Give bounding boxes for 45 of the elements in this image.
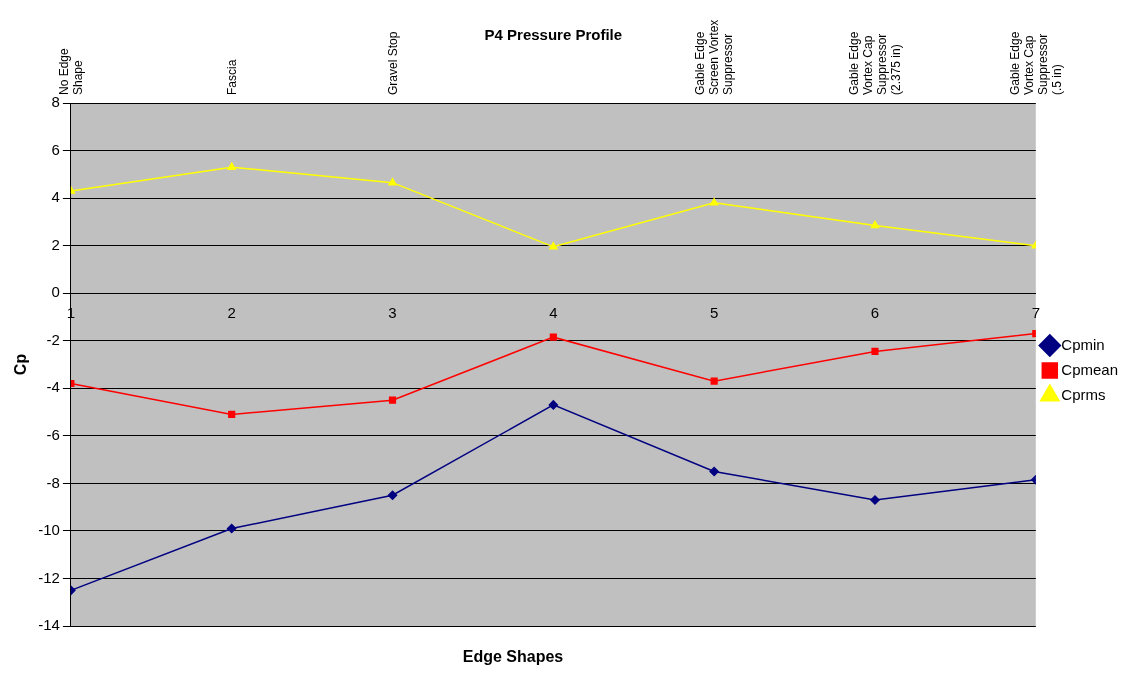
y-tick-label: 6	[51, 140, 60, 158]
y-tick-label: -2	[46, 330, 60, 348]
y-tick-label: 4	[51, 188, 60, 206]
point	[228, 410, 236, 418]
point	[709, 466, 719, 477]
y-tick-label: -10	[38, 521, 60, 539]
point	[871, 347, 879, 355]
x-axis-title: Edge Shapes	[461, 648, 565, 666]
x-tick-label: 3	[388, 304, 397, 322]
x-tick-label: 6	[870, 304, 880, 322]
x-tick-label: 7	[1031, 304, 1040, 322]
text: No Edge Shape	[56, 47, 85, 95]
text: Gable Edge Vortex Cap Suppressor (.5 in)	[1007, 31, 1064, 95]
point	[709, 198, 719, 206]
legend-label: Cpmin	[1061, 335, 1105, 353]
x-tick-label: 2	[227, 304, 236, 322]
y-tick-label: -8	[46, 473, 60, 491]
point	[870, 220, 880, 229]
y-tick-label: -14	[38, 616, 60, 634]
point	[388, 396, 397, 404]
y-tick-label: -4	[46, 378, 60, 396]
point	[549, 242, 558, 250]
point	[387, 490, 398, 500]
point	[549, 333, 557, 341]
point	[710, 377, 718, 385]
y-tick-label: -6	[46, 425, 60, 443]
y-tick-label: 2	[51, 235, 60, 253]
text: Gable Edge Screen Vortex Suppressor	[693, 19, 736, 95]
legend-label: Cprms	[1061, 385, 1106, 403]
point	[227, 162, 236, 170]
x-tick-label: 4	[549, 304, 558, 322]
y-tick-label: -12	[38, 568, 60, 586]
chart-title: P4 Pressure Profile	[484, 26, 623, 43]
text: Fascia	[224, 59, 239, 95]
point	[870, 495, 880, 505]
y-axis-title: Cp	[12, 353, 30, 376]
point	[388, 177, 397, 186]
y-tick-label: 8	[51, 93, 60, 111]
x-tick-label: 5	[709, 304, 719, 322]
legend-label: Cpmean	[1061, 360, 1119, 378]
text: Gable Edge Vortex Cap Suppressor (2.375 in)	[846, 31, 903, 95]
text: Gravel Stop	[385, 31, 400, 95]
y-tick-label: 0	[51, 283, 60, 301]
point	[548, 400, 559, 410]
point	[226, 523, 237, 534]
